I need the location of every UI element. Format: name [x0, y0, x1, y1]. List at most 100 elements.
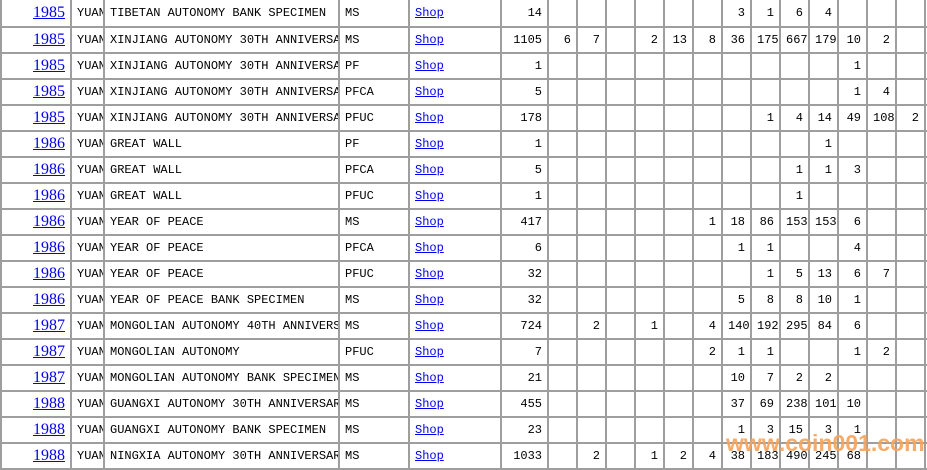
- shop-link[interactable]: Shop: [415, 33, 444, 47]
- shop-link[interactable]: Shop: [415, 59, 444, 73]
- grade-count-cell: [576, 391, 607, 418]
- grade-count-cell: [576, 157, 607, 184]
- grade-count-cell: [663, 287, 694, 314]
- grade-count-cell: 6: [837, 261, 868, 288]
- year-link[interactable]: 1988: [33, 395, 65, 412]
- year-link[interactable]: 1985: [33, 4, 65, 21]
- grade-count-cell: 2: [692, 339, 723, 366]
- grade-count-cell: [924, 417, 927, 444]
- shop-cell: Shop: [408, 365, 502, 392]
- description-cell: GREAT WALL: [103, 183, 340, 210]
- year-link[interactable]: 1986: [33, 265, 65, 282]
- year-link[interactable]: 1988: [33, 447, 65, 464]
- grade-count-cell: 1: [779, 183, 810, 210]
- year-link[interactable]: 1987: [33, 369, 65, 386]
- shop-link[interactable]: Shop: [415, 163, 444, 177]
- shop-link[interactable]: Shop: [415, 449, 444, 463]
- grade-count-cell: [924, 157, 927, 184]
- grade-count-cell: [547, 365, 578, 392]
- grade-count-cell: 4: [779, 105, 810, 132]
- shop-link[interactable]: Shop: [415, 241, 444, 255]
- year-link[interactable]: 1985: [33, 109, 65, 126]
- grade-count-cell: [779, 131, 810, 158]
- year-link[interactable]: 1985: [33, 57, 65, 74]
- grade-count-cell: 4: [692, 443, 723, 470]
- year-link[interactable]: 1986: [33, 291, 65, 308]
- year-link[interactable]: 1985: [33, 31, 65, 48]
- grade-count-cell: [837, 183, 868, 210]
- grade-count-cell: 36: [721, 27, 752, 54]
- grade-cell: MS: [338, 209, 410, 236]
- grade-count-cell: [605, 183, 636, 210]
- shop-link[interactable]: Shop: [415, 371, 444, 385]
- shop-link[interactable]: Shop: [415, 189, 444, 203]
- grade-count-cell: 8: [779, 287, 810, 314]
- grade-count-cell: [547, 339, 578, 366]
- grade-count-cell: 86: [750, 209, 781, 236]
- shop-link[interactable]: Shop: [415, 137, 444, 151]
- year-link[interactable]: 1988: [33, 421, 65, 438]
- grade-count-cell: [605, 313, 636, 340]
- grade-count-cell: 1: [837, 79, 868, 106]
- shop-link[interactable]: Shop: [415, 293, 444, 307]
- grade-cell: MS: [338, 365, 410, 392]
- table-row: 1985 YUAN TIBETAN AUTONOMY BANK SPECIMEN MS…: [0, 0, 927, 28]
- unit-cell: YUAN: [70, 391, 105, 418]
- description-cell: MONGOLIAN AUTONOMY: [103, 339, 340, 366]
- grade-count-cell: [663, 365, 694, 392]
- grade-count-cell: [895, 235, 926, 262]
- year-link[interactable]: 1987: [33, 317, 65, 334]
- shop-link[interactable]: Shop: [415, 397, 444, 411]
- unit-cell: YUAN: [70, 313, 105, 340]
- year-link[interactable]: 1986: [33, 161, 65, 178]
- grade-count-cell: 3: [750, 417, 781, 444]
- grade-count-cell: [750, 53, 781, 80]
- total-count-cell: 724: [500, 313, 549, 340]
- grade-count-cell: 192: [750, 313, 781, 340]
- unit-cell: YUAN: [70, 157, 105, 184]
- grade-count-cell: [576, 417, 607, 444]
- shop-link[interactable]: Shop: [415, 215, 444, 229]
- grade-count-cell: [692, 131, 723, 158]
- grade-count-cell: [837, 0, 868, 28]
- shop-link[interactable]: Shop: [415, 85, 444, 99]
- grade-count-cell: [547, 0, 578, 28]
- description-cell: XINJIANG AUTONOMY 30TH ANNIVERSARY: [103, 53, 340, 80]
- year-link[interactable]: 1986: [33, 213, 65, 230]
- total-count-cell: 32: [500, 261, 549, 288]
- unit-cell: YUAN: [70, 53, 105, 80]
- grade-count-cell: [895, 209, 926, 236]
- grade-count-cell: 13: [808, 261, 839, 288]
- shop-link[interactable]: Shop: [415, 423, 444, 437]
- grade-count-cell: 2: [808, 365, 839, 392]
- grade-cell: PFUC: [338, 339, 410, 366]
- shop-link[interactable]: Shop: [415, 345, 444, 359]
- table-row: 1987 YUAN MONGOLIAN AUTONOMY 40TH ANNIVERS…: [0, 313, 927, 340]
- shop-cell: Shop: [408, 53, 502, 80]
- shop-link[interactable]: Shop: [415, 267, 444, 281]
- grade-count-cell: 4: [692, 313, 723, 340]
- grade-count-cell: 1: [721, 339, 752, 366]
- grade-count-cell: [895, 79, 926, 106]
- grade-count-cell: [663, 105, 694, 132]
- grade-count-cell: 4: [866, 79, 897, 106]
- table-row: 1988 YUAN NINGXIA AUTONOMY 30TH ANNIVERSAR…: [0, 443, 927, 470]
- description-cell: GREAT WALL: [103, 131, 340, 158]
- table-row: 1985 YUAN XINJIANG AUTONOMY 30TH ANNIVERSA…: [0, 27, 927, 54]
- grade-count-cell: [663, 391, 694, 418]
- description-cell: NINGXIA AUTONOMY 30TH ANNIVERSARY: [103, 443, 340, 470]
- grade-count-cell: [692, 79, 723, 106]
- shop-link[interactable]: Shop: [415, 6, 444, 20]
- year-link[interactable]: 1985: [33, 83, 65, 100]
- grade-count-cell: 183: [750, 443, 781, 470]
- shop-link[interactable]: Shop: [415, 319, 444, 333]
- grade-count-cell: [750, 79, 781, 106]
- year-link[interactable]: 1986: [33, 187, 65, 204]
- shop-link[interactable]: Shop: [415, 111, 444, 125]
- year-link[interactable]: 1986: [33, 135, 65, 152]
- year-link[interactable]: 1986: [33, 239, 65, 256]
- year-link[interactable]: 1987: [33, 343, 65, 360]
- grade-count-cell: 37: [721, 391, 752, 418]
- grade-cell: PF: [338, 131, 410, 158]
- grade-count-cell: [634, 79, 665, 106]
